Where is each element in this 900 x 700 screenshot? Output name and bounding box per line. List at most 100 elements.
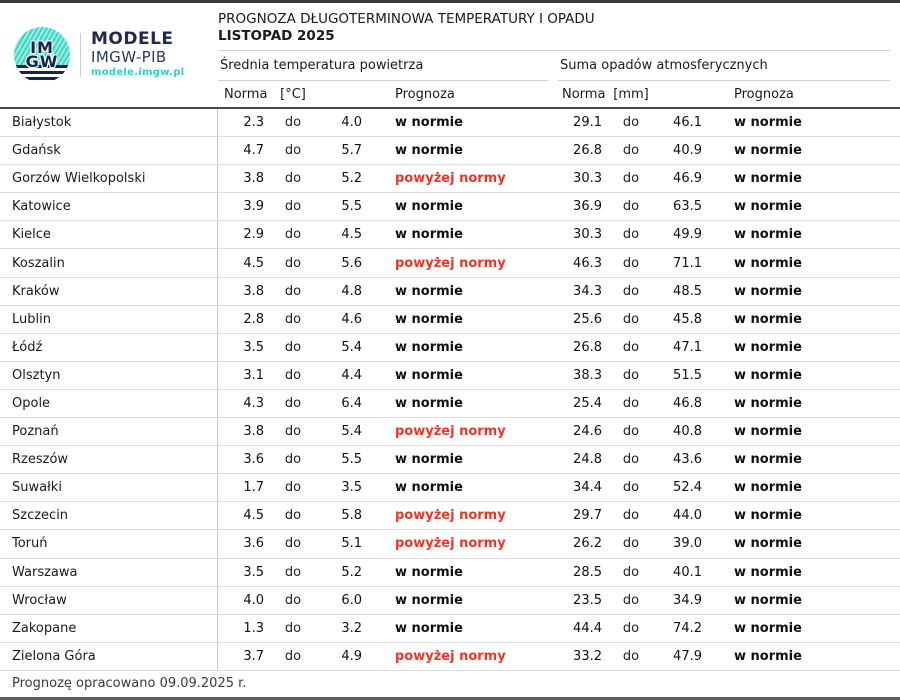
temp-norma-header: Norma [224,86,268,102]
table-row: Rzeszów 3.6 do 5.5 w normie 24.8 do 43.6… [0,446,900,475]
section-temperature-label: Średnia temperatura powietrza [218,51,548,81]
temp-forecast: w normie [395,283,463,299]
precip-forecast: w normie [734,367,802,383]
temp-prognoza-header: Prognoza [395,86,455,102]
precip-forecast: w normie [734,480,802,496]
do-label: do [622,339,640,355]
temp-forecast: w normie [395,452,463,468]
temp-forecast: w normie [395,564,463,580]
temp-norm-high: 4.4 [341,367,362,383]
brand-url-link[interactable]: modele.imgw.pl [91,67,185,78]
logo-line-1: IM [30,38,54,57]
table-row: Zakopane 1.3 do 3.2 w normie 44.4 do 74.… [0,614,900,643]
table-row: Wrocław 4.0 do 6.0 w normie 23.5 do 34.9… [0,586,900,615]
table-row: Kraków 3.8 do 4.8 w normie 34.3 do 48.5 … [0,277,900,306]
table-row: Łódź 3.5 do 5.4 w normie 26.8 do 47.1 w … [0,333,900,362]
precip-norm-low: 23.5 [573,592,602,608]
city-name: Toruń [0,530,218,558]
table-row: Gdańsk 4.7 do 5.7 w normie 26.8 do 40.9 … [0,137,900,166]
precip-norm-high: 46.8 [673,395,702,411]
table-row: Kielce 2.9 do 4.5 w normie 30.3 do 49.9 … [0,221,900,250]
footer-note: Prognozę opracowano 09.09.2025 r. [12,676,247,692]
do-label: do [622,424,640,440]
table-row: Warszawa 3.5 do 5.2 w normie 28.5 do 40.… [0,558,900,587]
precip-norm-high: 39.0 [673,536,702,552]
precip-norm-low: 44.4 [573,620,602,636]
precip-norm-low: 34.4 [573,480,602,496]
table-row: Białystok 2.3 do 4.0 w normie 29.1 do 46… [0,109,900,138]
do-label: do [284,564,302,580]
temp-norm-high: 5.1 [341,536,362,552]
temp-norm-high: 5.8 [341,508,362,524]
temp-norm-high: 4.5 [341,227,362,243]
temp-forecast: w normie [395,395,463,411]
temp-norm-low: 2.8 [243,311,264,327]
temp-norm-low: 3.1 [243,367,264,383]
do-label: do [622,648,640,664]
temp-forecast: w normie [395,592,463,608]
precip-norm-high: 71.1 [673,255,702,271]
temp-norm-high: 6.0 [341,592,362,608]
temp-forecast: w normie [395,311,463,327]
do-label: do [284,115,302,131]
brand-name: MODELE [91,29,174,49]
temp-norm-high: 4.8 [341,283,362,299]
page-header: IM GW MODELE IMGW-PIB modele.imgw.pl PRO… [0,3,900,109]
temp-forecast: powyżej normy [395,255,506,271]
precip-norma-header: Norma [562,86,606,102]
precip-forecast: w normie [734,395,802,411]
temp-forecast: w normie [395,115,463,131]
precip-norm-low: 25.6 [573,311,602,327]
city-name: Rzeszów [0,446,218,474]
precip-norm-low: 33.2 [573,648,602,664]
city-name: Kraków [0,277,218,305]
precip-norm-high: 74.2 [673,620,702,636]
brand-divider [80,33,81,77]
precip-norm-high: 43.6 [673,452,702,468]
temp-norm-high: 5.2 [341,171,362,187]
precip-norm-high: 45.8 [673,311,702,327]
precip-norm-high: 40.9 [673,143,702,159]
temp-norm-high: 5.2 [341,564,362,580]
temp-forecast: w normie [395,227,463,243]
temp-norm-high: 6.4 [341,395,362,411]
temp-norm-low: 3.9 [243,199,264,215]
city-name: Gorzów Wielkopolski [0,165,218,193]
do-label: do [284,255,302,271]
precip-norm-high: 51.5 [673,367,702,383]
precip-forecast: w normie [734,424,802,440]
column-headers: Norma [°C] Prognoza Norma [mm] Prognoza [218,81,890,107]
temp-forecast: w normie [395,367,463,383]
table-row: Gorzów Wielkopolski 3.8 do 5.2 powyżej n… [0,165,900,194]
do-label: do [284,283,302,299]
do-label: do [284,227,302,243]
do-label: do [622,508,640,524]
precip-norm-low: 28.5 [573,564,602,580]
precip-forecast: w normie [734,339,802,355]
precip-norm-high: 63.5 [673,199,702,215]
do-label: do [284,620,302,636]
temp-norm-high: 5.6 [341,255,362,271]
precip-norm-low: 29.7 [573,508,602,524]
temp-norm-high: 5.5 [341,199,362,215]
do-label: do [284,171,302,187]
city-name: Suwałki [0,474,218,502]
precip-forecast: w normie [734,255,802,271]
precip-forecast: w normie [734,620,802,636]
temp-norm-low: 1.3 [243,620,264,636]
table-row: Zielona Góra 3.7 do 4.9 powyżej normy 33… [0,642,900,671]
do-label: do [284,536,302,552]
precip-norm-low: 30.3 [573,171,602,187]
do-label: do [284,199,302,215]
precip-norm-high: 34.9 [673,592,702,608]
precip-norm-low: 38.3 [573,367,602,383]
precip-forecast: w normie [734,648,802,664]
do-label: do [284,592,302,608]
table-body: Białystok 2.3 do 4.0 w normie 29.1 do 46… [0,109,900,671]
temp-norm-low: 3.6 [243,452,264,468]
temp-norm-low: 3.8 [243,171,264,187]
temp-norm-low: 1.7 [243,480,264,496]
precip-forecast: w normie [734,283,802,299]
temp-forecast: w normie [395,480,463,496]
precip-norm-low: 24.8 [573,452,602,468]
